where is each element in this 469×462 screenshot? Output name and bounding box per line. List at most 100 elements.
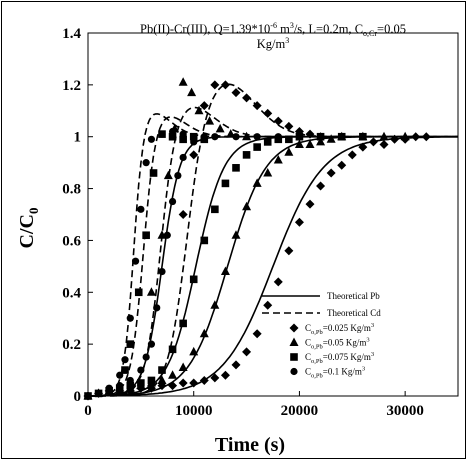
x-axis-title: Time (s) bbox=[215, 434, 285, 456]
cr-data-point bbox=[168, 132, 177, 141]
pb-data-point bbox=[189, 378, 199, 388]
cr-data-point bbox=[205, 116, 215, 125]
legend-marker-swatch bbox=[289, 323, 299, 333]
pb-data-point bbox=[220, 370, 230, 380]
pb-data-point bbox=[273, 155, 283, 164]
legend-marker-label: Co,Pb=0.025 Kg/m3 bbox=[305, 322, 374, 336]
cr-data-point bbox=[284, 121, 294, 131]
cr-data-point bbox=[121, 366, 129, 374]
plot-border bbox=[87, 32, 459, 397]
pb-data-point bbox=[316, 133, 325, 141]
pb-data-point bbox=[326, 168, 336, 178]
pb-data-point bbox=[305, 199, 315, 209]
cr-data-point bbox=[126, 340, 135, 348]
pb-data-point bbox=[168, 370, 178, 379]
cr-data-point bbox=[215, 123, 225, 133]
cr-data-point bbox=[242, 93, 252, 103]
pb-data-point bbox=[126, 376, 134, 385]
pb-data-point bbox=[274, 133, 282, 141]
pb-data-point bbox=[158, 366, 166, 374]
pb-data-point bbox=[263, 300, 273, 310]
pb-data-point bbox=[231, 360, 241, 370]
legend-line-label: Theoretical Pb bbox=[327, 291, 380, 301]
pb-data-point bbox=[126, 381, 135, 390]
cr-data-point bbox=[179, 130, 187, 138]
pb-data-point bbox=[305, 139, 315, 148]
axis-ticks: 0 10000 20000 30000 0 0.2 0.4 0.6 0.8 1 1.2 1.4 bbox=[62, 26, 424, 419]
pb-data-point bbox=[200, 236, 209, 245]
cr-data-point bbox=[187, 87, 197, 97]
pb-data-point bbox=[337, 132, 346, 141]
pb-data-point bbox=[200, 133, 208, 141]
pb-data-point bbox=[411, 132, 421, 142]
pb-data-point bbox=[337, 160, 347, 170]
y-tick-label: 1 bbox=[74, 130, 82, 146]
legend-marker-swatch bbox=[289, 337, 299, 346]
pb-data-point bbox=[94, 389, 103, 398]
cr-data-point bbox=[168, 127, 177, 136]
theoretical-cr-curve bbox=[88, 113, 458, 397]
pb-data-point bbox=[174, 172, 182, 180]
cr-data-point bbox=[220, 80, 230, 90]
cr-data-point bbox=[231, 88, 241, 98]
pb-data-point bbox=[178, 378, 188, 388]
pb-data-point bbox=[189, 346, 199, 356]
cr-data-point bbox=[126, 314, 134, 322]
cr-data-point bbox=[189, 150, 199, 160]
pb-data-point bbox=[84, 392, 92, 400]
pb-data-point bbox=[210, 300, 220, 309]
pb-data-point bbox=[253, 133, 261, 141]
cr-data-point bbox=[158, 130, 166, 138]
legend-marker-label: Co,Pb=0.05 Kg/m3 bbox=[305, 337, 370, 351]
pb-data-point bbox=[232, 133, 240, 141]
pb-data-point bbox=[210, 373, 220, 383]
pb-data-point bbox=[242, 151, 251, 159]
cr-data-point bbox=[178, 210, 188, 219]
x-tick-label: 0 bbox=[84, 403, 92, 419]
pb-data-point bbox=[316, 136, 326, 146]
x-tick-label: 10000 bbox=[175, 403, 213, 419]
pb-data-point bbox=[147, 340, 156, 348]
pb-data-point bbox=[220, 266, 230, 276]
cr-data-point bbox=[252, 101, 262, 111]
pb-data-point bbox=[253, 143, 261, 151]
pb-data-point bbox=[242, 201, 252, 211]
pb-data-point bbox=[190, 138, 198, 146]
y-tick-label: 0.2 bbox=[62, 337, 81, 353]
pb-data-point bbox=[137, 366, 145, 374]
cr-data-point bbox=[273, 116, 283, 126]
pb-data-point bbox=[252, 329, 262, 339]
cr-data-point bbox=[121, 356, 129, 364]
y-tick-label: 0 bbox=[74, 389, 82, 405]
cr-data-point bbox=[146, 287, 156, 296]
cr-data-point bbox=[116, 371, 124, 379]
theoretical-cr-curve bbox=[88, 106, 458, 397]
y-tick-label: 1.4 bbox=[62, 26, 81, 42]
pb-data-point bbox=[347, 150, 357, 160]
y-tick-label: 0.6 bbox=[62, 233, 81, 249]
pb-data-point bbox=[231, 230, 241, 239]
chart-title-line2: Kg/m3 bbox=[257, 36, 289, 51]
cr-data-point bbox=[178, 77, 188, 86]
cr-data-point bbox=[142, 159, 150, 167]
pb-data-point bbox=[179, 319, 187, 328]
theoretical-cr-curve bbox=[88, 83, 458, 397]
pb-data-point bbox=[263, 138, 272, 146]
pb-data-point bbox=[189, 275, 198, 284]
x-tick-label: 20000 bbox=[281, 403, 319, 419]
pb-data-point bbox=[252, 178, 262, 187]
y-tick-label: 1.2 bbox=[62, 78, 81, 94]
pb-data-point bbox=[263, 168, 273, 177]
legend-marker-label: Co,Pb=0.075 Kg/m3 bbox=[305, 351, 374, 365]
pb-data-point bbox=[326, 134, 336, 143]
cr-data-point bbox=[263, 108, 273, 118]
pb-data-point bbox=[168, 345, 177, 354]
pb-data-point bbox=[158, 267, 166, 276]
cr-data-point bbox=[147, 135, 156, 143]
cr-data-point bbox=[194, 105, 204, 115]
cr-data-point bbox=[199, 101, 209, 111]
pb-data-point bbox=[211, 133, 219, 141]
pb-data-point bbox=[294, 217, 304, 227]
